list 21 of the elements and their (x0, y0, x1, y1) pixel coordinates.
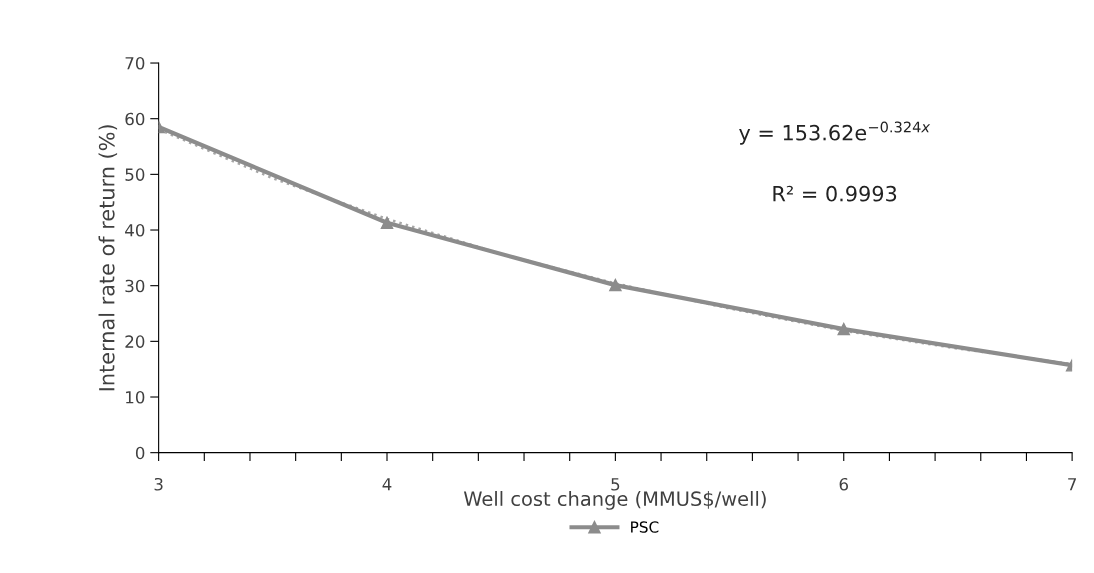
annotation: y = 153.62e$^{−0.324x}$ (739, 121, 931, 145)
y-tick-label: 10 (126, 390, 145, 404)
x-tick-label: 4 (382, 478, 392, 491)
annotation: R² = 0.9993 (773, 185, 897, 202)
x-axis-title: Well cost change (MMUS$/well) (463, 491, 766, 510)
y-axis-title: Internal rate of return (%) (98, 125, 118, 391)
y-tick-label: 70 (125, 56, 145, 70)
point (609, 278, 622, 292)
y-tick-label: 50 (125, 168, 145, 181)
y-tick-label: 0 (135, 446, 145, 460)
y-tick-label: 30 (125, 279, 145, 293)
point (380, 216, 394, 230)
y-tick-label: 20 (125, 335, 145, 348)
x-tick-label: 5 (611, 478, 620, 491)
legend-label: PSC (631, 521, 659, 533)
x-tick-label: 6 (839, 477, 848, 491)
y-tick-label: 40 (125, 223, 145, 237)
x-tick-label: 7 (1068, 478, 1076, 491)
y-tick-label: 60 (125, 112, 145, 126)
x-tick-label: 3 (154, 477, 163, 491)
point (837, 322, 850, 336)
